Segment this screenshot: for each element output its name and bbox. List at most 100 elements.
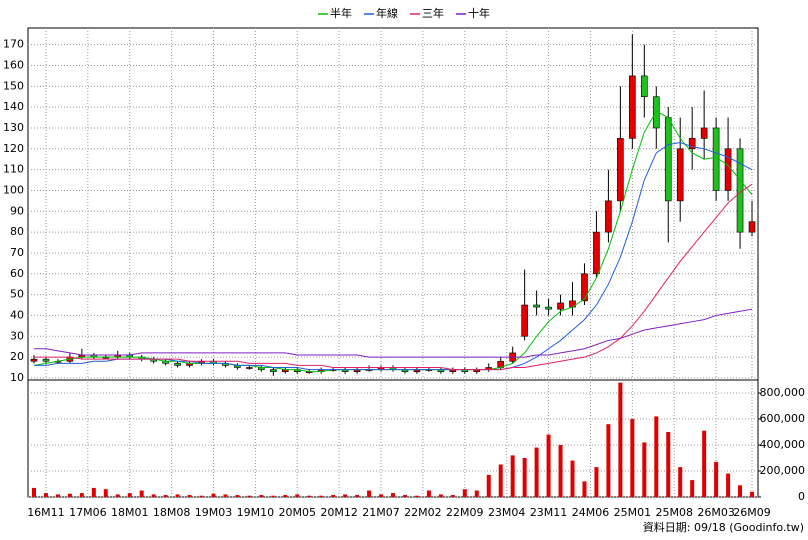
volume-bar	[211, 493, 216, 497]
y-tick-label: 10	[10, 371, 24, 384]
x-tick-label: 16M11	[27, 506, 65, 519]
volume-bar	[450, 495, 455, 497]
candle-body	[593, 231, 600, 275]
legend-label: 三年	[422, 6, 444, 20]
volume-bar	[343, 494, 348, 497]
volume-bar	[223, 494, 228, 497]
candle-body	[605, 200, 612, 233]
x-tick-label: 23M11	[530, 506, 568, 519]
volume-bar	[115, 494, 120, 497]
volume-bar	[355, 495, 360, 497]
x-tick-label: 26M03	[697, 506, 735, 519]
volume-bar	[738, 485, 743, 497]
plot-frame	[27, 27, 759, 498]
volume-bar	[271, 495, 276, 497]
candle-body	[270, 369, 277, 372]
volume-bar	[163, 495, 168, 497]
volume-bar	[750, 491, 755, 497]
candle-body	[724, 148, 732, 191]
y-tick-label: 30	[10, 329, 24, 342]
volume-bar	[642, 442, 647, 497]
candle-body	[748, 221, 756, 233]
candle-body	[641, 75, 648, 98]
legend-label: 十年	[468, 6, 490, 20]
y-tick-label: 150	[3, 79, 24, 92]
volume-bar	[714, 461, 719, 497]
volume-bar	[235, 495, 240, 497]
candle-body	[688, 138, 696, 150]
y-tick-label: 20	[10, 350, 24, 363]
candle-body	[30, 358, 38, 362]
volume-bar	[259, 495, 264, 497]
volume-bar	[594, 467, 599, 497]
volume-bar	[546, 434, 551, 497]
legend-label: 年線	[376, 6, 398, 20]
candle-body	[545, 306, 552, 310]
y-tick-label: 130	[3, 121, 24, 134]
volume-bar	[379, 494, 384, 497]
x-tick-label: 25M01	[614, 506, 652, 519]
volume-bar	[606, 424, 611, 497]
y-tick-label: 110	[3, 163, 24, 176]
y-tick-label: 70	[10, 246, 24, 259]
volume-bar	[498, 464, 503, 497]
x-tick-label: 18M01	[111, 506, 149, 519]
volume-bar	[702, 430, 707, 497]
x-tick-label: 24M06	[572, 506, 610, 519]
volume-bar	[438, 494, 443, 497]
y-tick-label: 100	[3, 183, 24, 196]
y-tick-label: 90	[10, 204, 24, 217]
volume-bar	[319, 495, 324, 497]
candle-body	[557, 302, 564, 310]
y-tick-label: 200,000	[760, 464, 806, 477]
volume-bar	[391, 493, 395, 497]
volume-bar	[283, 495, 288, 497]
y-tick-label: 170	[3, 38, 24, 51]
y-tick-label: 140	[3, 100, 24, 113]
candle-body	[533, 304, 540, 308]
volume-bar	[295, 494, 300, 497]
volume-bar	[522, 458, 527, 497]
volume-bar	[43, 493, 48, 497]
volume-bar	[654, 416, 659, 497]
y-tick-label: 60	[10, 267, 24, 280]
candle-body	[736, 148, 744, 233]
volume-bar	[558, 445, 563, 497]
y-tick-label: 50	[10, 288, 24, 301]
candle-body	[712, 127, 720, 191]
x-tick-label: 21M07	[362, 506, 400, 519]
volume-bar	[307, 495, 312, 497]
footer: 資料日期: 09/18 (Goodinfo.tw)	[643, 520, 804, 534]
volume-bar	[582, 481, 587, 497]
x-tick-label: 17M06	[69, 506, 107, 519]
volume-bar	[678, 467, 683, 497]
y-tick-label: 160	[3, 58, 24, 71]
volume-bar	[510, 455, 515, 497]
volume-bar	[534, 447, 539, 497]
y-tick-label: 120	[3, 142, 24, 155]
volume-bar	[247, 495, 252, 497]
x-tick-label: 18M08	[153, 506, 191, 519]
volume-bar	[474, 490, 479, 497]
volume-bar	[570, 460, 575, 497]
volume-bar	[426, 490, 431, 497]
volume-bar	[103, 489, 108, 497]
y-tick-label: 400,000	[760, 438, 806, 451]
y-tick-label: 800,000	[760, 386, 806, 399]
x-tick-label: 23M04	[488, 506, 526, 519]
volume-bar	[139, 490, 144, 497]
volume-bar	[367, 490, 372, 497]
y-tick-label: 0	[798, 490, 805, 503]
volume-bar	[618, 382, 623, 497]
volume-bar	[67, 493, 72, 497]
volume-bar	[187, 495, 192, 497]
volume-bar	[666, 432, 671, 497]
legend-label: 半年	[330, 6, 352, 20]
candle-body	[700, 127, 708, 139]
x-tick-label: 20M05	[279, 506, 317, 519]
volume-bar	[79, 493, 84, 497]
x-tick-label: 19M10	[237, 506, 275, 519]
volume-bar	[175, 494, 180, 497]
y-tick-label: 600,000	[760, 412, 806, 425]
